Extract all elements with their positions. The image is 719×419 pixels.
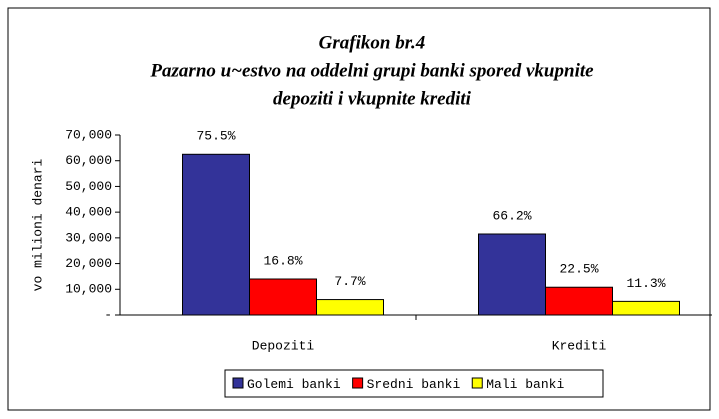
legend-swatch xyxy=(232,377,244,389)
legend-swatch xyxy=(352,377,364,389)
bar xyxy=(316,299,384,316)
y-tick-label: 50,000 xyxy=(65,179,112,194)
share-label: 66.2% xyxy=(492,208,531,223)
share-label: 11.3% xyxy=(626,276,665,291)
y-tick-label: 20,000 xyxy=(65,256,112,271)
x-tick-label: Depoziti xyxy=(252,338,315,353)
bar xyxy=(478,233,546,316)
y-tick-label: 70,000 xyxy=(65,127,112,142)
share-label: 22.5% xyxy=(559,262,598,277)
chart-title: Grafikon br.4 xyxy=(319,32,426,53)
bar xyxy=(249,278,317,316)
chart-title: Pazarno u~estvo na oddelni grupi banki s… xyxy=(149,60,594,81)
y-tick-label: 40,000 xyxy=(65,205,112,220)
y-tick-label: 10,000 xyxy=(65,282,112,297)
y-tick-label: - xyxy=(104,307,112,322)
y-tick-label: 30,000 xyxy=(65,230,112,245)
bar xyxy=(182,153,250,316)
chart-border xyxy=(7,7,711,411)
legend-label: Sredni banki xyxy=(367,377,461,392)
share-label: 75.5% xyxy=(196,129,235,144)
legend-box xyxy=(224,369,604,398)
y-tick-label: 60,000 xyxy=(65,153,112,168)
share-label: 16.8% xyxy=(263,253,302,268)
y-axis-label: vo milioni denari xyxy=(30,158,45,291)
share-label: 7.7% xyxy=(334,274,365,289)
legend-swatch xyxy=(471,377,483,389)
legend-label: Golemi banki xyxy=(247,377,341,392)
x-tick-label: Krediti xyxy=(552,338,607,353)
chart-title: depoziti i vkupnite krediti xyxy=(273,88,472,109)
bar xyxy=(545,286,613,316)
legend-label: Mali banki xyxy=(486,377,564,392)
bar xyxy=(612,300,680,316)
